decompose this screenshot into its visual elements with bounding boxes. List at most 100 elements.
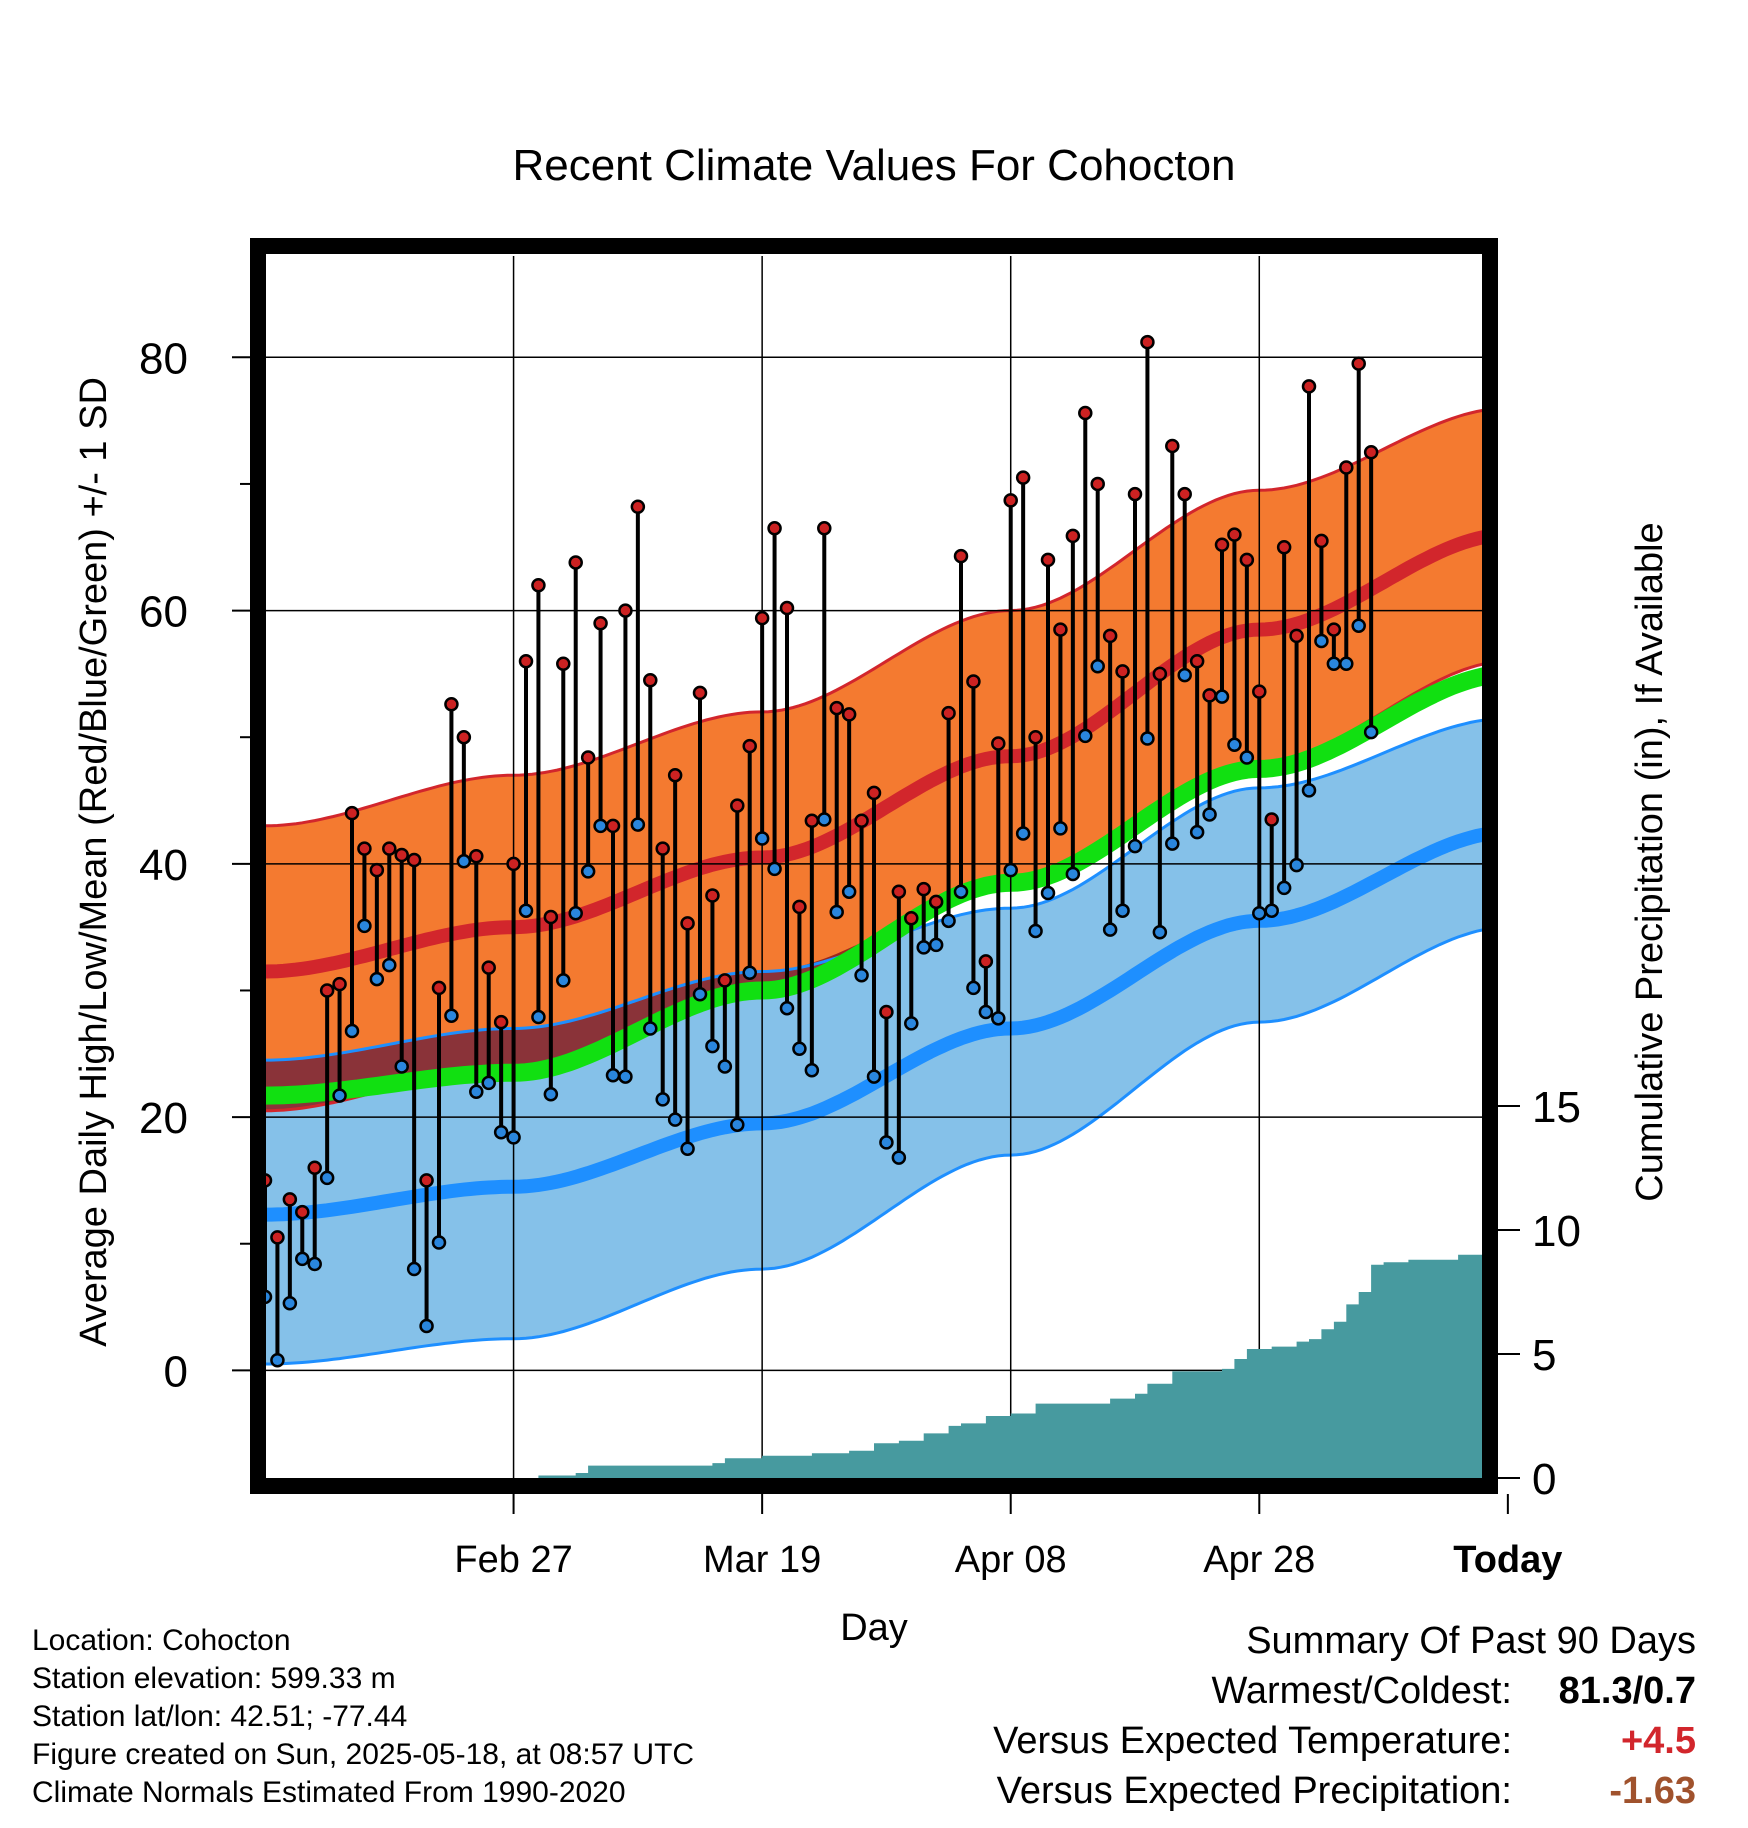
high-point: [829, 700, 844, 716]
high-point: [332, 976, 347, 992]
low-point: [928, 937, 944, 953]
y-tick-label: 80: [139, 334, 188, 383]
low-point: [1102, 922, 1118, 937]
low-point: [991, 1011, 1006, 1026]
high-point: [705, 888, 720, 903]
y-axis-label: Average Daily High/Low/Mean (Red/Blue/Gr…: [73, 377, 115, 1347]
low-point: [531, 1009, 546, 1025]
low-point: [1003, 862, 1018, 878]
high-point: [841, 707, 857, 722]
high-point: [1289, 628, 1304, 644]
elevation-text: Station elevation: 599.33 m: [32, 1662, 396, 1695]
low-point: [966, 980, 981, 996]
low-point: [1276, 880, 1292, 896]
high-point: [1152, 666, 1168, 682]
high-point: [916, 881, 931, 897]
low-point: [1127, 838, 1143, 854]
high-point: [804, 813, 820, 829]
summary-heading: Summary Of Past 90 Days: [1246, 1620, 1696, 1662]
x-axis-label: Day: [840, 1607, 908, 1649]
low-point: [779, 1000, 795, 1016]
low-point: [369, 971, 385, 987]
low-point: [307, 1256, 322, 1272]
low-point: [866, 1069, 882, 1084]
low-point: [891, 1150, 907, 1165]
low-point: [841, 884, 857, 899]
precipitation-area: [265, 1254, 1483, 1478]
low-point: [1115, 903, 1130, 918]
station-info: Location: Cohocton Station elevation: 59…: [32, 1622, 694, 1812]
low-point: [767, 861, 782, 877]
high-point: [419, 1173, 434, 1188]
low-point: [394, 1059, 409, 1074]
location-text: Location: Cohocton: [32, 1624, 291, 1657]
low-point: [295, 1251, 310, 1267]
high-point: [630, 499, 646, 514]
low-point: [382, 957, 397, 973]
overlap-band: [265, 664, 1483, 1111]
high-point: [754, 610, 770, 626]
high-point: [643, 672, 658, 688]
high-point: [1102, 628, 1118, 644]
low-point: [754, 831, 770, 846]
low-point: [1252, 905, 1267, 921]
low-point: [1040, 885, 1056, 901]
low-point: [630, 817, 646, 832]
high-point: [792, 899, 807, 915]
high-point: [295, 1204, 310, 1220]
low-point: [1326, 656, 1342, 672]
high-point: [1239, 552, 1255, 568]
low-point: [817, 812, 832, 827]
high-point: [1189, 653, 1205, 669]
low-point: [667, 1112, 683, 1127]
high-point: [1090, 476, 1105, 492]
y-tick-label: 0: [164, 1347, 188, 1396]
low-point: [580, 864, 596, 879]
high-point: [556, 656, 571, 672]
high-point: [1053, 622, 1068, 637]
high-point: [518, 653, 534, 669]
temp-label: Versus Expected Temperature:: [993, 1720, 1512, 1762]
high-point: [357, 841, 372, 856]
low-point: [680, 1141, 695, 1157]
low-point: [1239, 750, 1255, 765]
low-point: [506, 1130, 521, 1145]
high-point: [1363, 445, 1379, 460]
high-point: [307, 1160, 322, 1176]
high-point: [270, 1230, 285, 1245]
low-point: [1351, 618, 1366, 634]
high-point: [543, 909, 559, 925]
high-point: [1202, 688, 1217, 703]
low-point: [456, 854, 472, 869]
low-point: [1301, 783, 1317, 798]
high-point: [991, 736, 1006, 751]
low-point: [1289, 857, 1304, 873]
warm-cold-value: 81.3/0.7: [1558, 1670, 1696, 1712]
low-point: [1339, 656, 1354, 672]
low-point: [692, 987, 708, 1002]
low-point: [419, 1318, 434, 1334]
temp-value: +4.5: [1620, 1720, 1696, 1762]
low-point: [1214, 689, 1230, 704]
low-point: [1264, 903, 1279, 918]
high-point: [1028, 729, 1043, 745]
low-point: [904, 1016, 919, 1031]
low-point: [1177, 667, 1192, 683]
precip-value: -1.63: [1609, 1770, 1696, 1812]
high-point: [1326, 622, 1342, 637]
high-point: [1339, 460, 1354, 475]
low-point: [953, 884, 969, 899]
plot-frame: [250, 238, 1498, 1494]
low-point: [431, 1235, 447, 1250]
latlon-text: Station lat/lon: 42.51; -77.44: [32, 1700, 408, 1733]
high-point: [1015, 470, 1031, 485]
high-point: [1264, 812, 1279, 827]
low-point: [1227, 737, 1242, 753]
low-point: [1065, 866, 1081, 882]
low-point: [1053, 821, 1068, 836]
high-upper-edge: [265, 408, 1483, 828]
low-point: [804, 1062, 820, 1078]
high-point: [1301, 379, 1317, 394]
summary-precipitation: Versus Expected Precipitation: -1.63: [993, 1766, 1696, 1816]
